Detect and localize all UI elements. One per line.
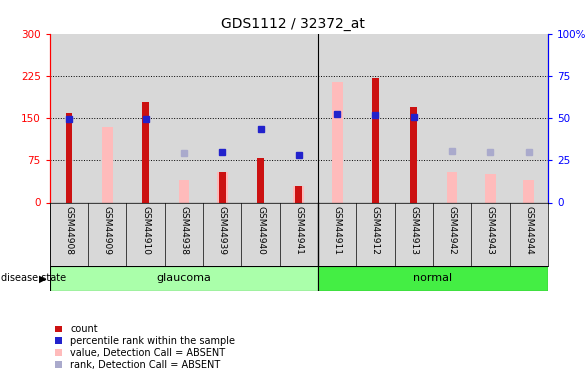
- Bar: [217, 172, 227, 202]
- Text: GSM44944: GSM44944: [524, 206, 533, 254]
- Bar: [219, 172, 226, 202]
- Bar: [102, 127, 113, 202]
- Text: GSM44939: GSM44939: [218, 206, 227, 255]
- Bar: [66, 112, 73, 202]
- Text: GSM44938: GSM44938: [179, 206, 189, 255]
- Bar: [410, 107, 417, 202]
- Bar: [318, 266, 548, 291]
- Text: GSM44910: GSM44910: [141, 206, 150, 255]
- Bar: [332, 82, 343, 203]
- Bar: [485, 174, 496, 202]
- Bar: [447, 172, 458, 202]
- Text: disease state: disease state: [1, 273, 66, 284]
- Text: GSM44913: GSM44913: [409, 206, 418, 255]
- Legend: count, percentile rank within the sample, value, Detection Call = ABSENT, rank, : count, percentile rank within the sample…: [54, 324, 235, 370]
- Text: ▶: ▶: [39, 273, 47, 284]
- Bar: [372, 78, 379, 203]
- Bar: [523, 180, 534, 203]
- Text: GSM44912: GSM44912: [371, 206, 380, 255]
- Text: GSM44909: GSM44909: [103, 206, 112, 255]
- Bar: [179, 180, 189, 203]
- Text: GDS1112 / 32372_at: GDS1112 / 32372_at: [221, 17, 365, 31]
- Text: GSM44943: GSM44943: [486, 206, 495, 255]
- Text: GSM44908: GSM44908: [64, 206, 73, 255]
- Bar: [257, 158, 264, 203]
- Bar: [294, 186, 304, 202]
- Text: GSM44941: GSM44941: [294, 206, 304, 255]
- Text: glaucoma: glaucoma: [156, 273, 212, 284]
- Text: GSM44911: GSM44911: [333, 206, 342, 255]
- Text: normal: normal: [413, 273, 452, 284]
- Bar: [295, 186, 302, 202]
- Text: GSM44940: GSM44940: [256, 206, 265, 255]
- Bar: [50, 266, 318, 291]
- Bar: [142, 102, 149, 202]
- Text: GSM44942: GSM44942: [448, 206, 456, 254]
